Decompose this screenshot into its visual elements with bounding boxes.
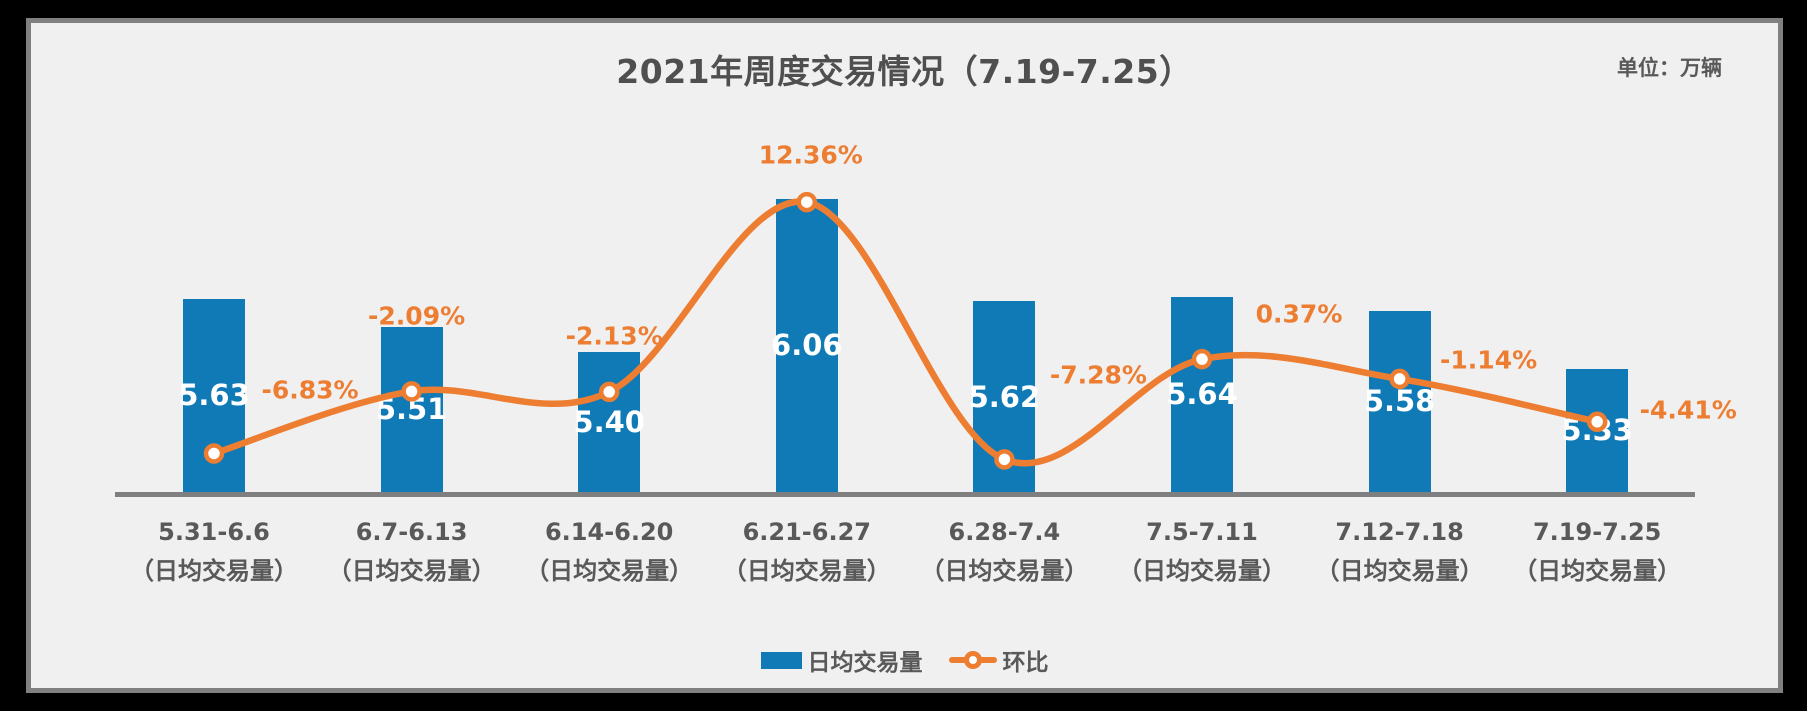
x-axis-label-6.28-7.4: 6.28-7.4 （日均交易量） — [905, 513, 1103, 591]
x-axis-label-sublabel: （日均交易量） — [920, 557, 1089, 585]
x-axis-label-range: 6.28-7.4 — [948, 518, 1061, 546]
x-axis-label-sublabel: （日均交易量） — [525, 557, 694, 585]
legend-item-line-series: 环比 — [948, 643, 1049, 677]
pct-label: -7.28% — [1049, 360, 1147, 390]
chart-title: 2021年周度交易情况（7.19-7.25） — [616, 52, 1193, 91]
bar-value-label: 5.40 — [573, 405, 645, 440]
x-axis-label-sublabel: （日均交易量） — [327, 557, 496, 585]
x-axis-label-range: 7.19-7.25 — [1532, 518, 1662, 546]
bar-value-label: 6.06 — [771, 328, 843, 363]
legend-bar-label: 日均交易量 — [807, 650, 923, 676]
unit-label: 单位：万辆 — [1617, 56, 1722, 80]
x-axis-label-6.7-6.13: 6.7-6.13 （日均交易量） — [313, 513, 511, 591]
x-axis-label-sublabel: （日均交易量） — [1513, 557, 1682, 585]
x-axis-label-7.12-7.18: 7.12-7.18 （日均交易量） — [1301, 513, 1499, 591]
x-axis-label-range: 7.12-7.18 — [1335, 518, 1464, 546]
x-axis-label-sublabel: （日均交易量） — [1118, 557, 1286, 585]
bar-series-swatch-icon — [760, 651, 802, 669]
pct-label: 12.36% — [758, 140, 863, 170]
x-axis-label-sublabel: （日均交易量） — [1315, 557, 1484, 585]
legend-line-label: 环比 — [1002, 650, 1049, 676]
bar-value-label: 5.58 — [1363, 384, 1436, 419]
line-series-swatch-icon — [948, 650, 997, 670]
x-axis-label-sublabel: （日均交易量） — [130, 557, 298, 585]
pct-label: -2.13% — [565, 321, 663, 351]
chart-frame: 2021年周度交易情况（7.19-7.25） 单位：万辆 5.63 5.51 5.4… — [26, 18, 1783, 693]
x-axis-label-7.5-7.11: 7.5-7.11 （日均交易量） — [1103, 513, 1301, 591]
x-axis-label-5.31-6.6: 5.31-6.6 （日均交易量） — [115, 513, 313, 591]
x-axis-label-range: 6.21-6.27 — [742, 518, 871, 546]
pct-label: 0.37% — [1255, 299, 1343, 329]
x-axis-label-6.14-6.20: 6.14-6.20 （日均交易量） — [510, 513, 708, 591]
legend-item-bar-series: 日均交易量 — [760, 643, 923, 677]
x-axis-label-range: 6.7-6.13 — [355, 518, 468, 546]
bar-value-label: 5.51 — [375, 392, 448, 427]
pct-label: -6.83% — [261, 375, 359, 405]
bar-value-label: 5.62 — [968, 379, 1041, 414]
pct-label: -4.41% — [1639, 395, 1737, 425]
x-axis-label-7.19-7.25: 7.19-7.25 （日均交易量） — [1498, 513, 1696, 591]
bar-value-label: 5.63 — [178, 378, 250, 413]
line-swatch-marker-icon — [963, 651, 982, 669]
legend: 日均交易量 环比 — [31, 643, 1778, 677]
x-axis-label-6.21-6.27: 6.21-6.27 （日均交易量） — [708, 513, 906, 591]
x-axis-label-range: 5.31-6.6 — [158, 518, 270, 546]
chart-canvas: 2021年周度交易情况（7.19-7.25） 单位：万辆 5.63 5.51 5.4… — [31, 23, 1778, 688]
bar-value-label: 5.64 — [1166, 377, 1238, 412]
x-axis-line — [115, 492, 1695, 497]
x-axis-label-sublabel: （日均交易量） — [722, 557, 891, 585]
pct-label: -2.09% — [368, 301, 466, 331]
bar-value-label: 5.33 — [1561, 413, 1633, 448]
x-axis-label-range: 7.5-7.11 — [1146, 518, 1258, 546]
x-axis-label-range: 6.14-6.20 — [544, 518, 674, 546]
plot-area: 5.63 5.51 5.40 6.06 5.62 5.64 5.58 5.33 -6.83% -… — [31, 23, 1778, 688]
pct-label: -1.14% — [1440, 345, 1538, 375]
